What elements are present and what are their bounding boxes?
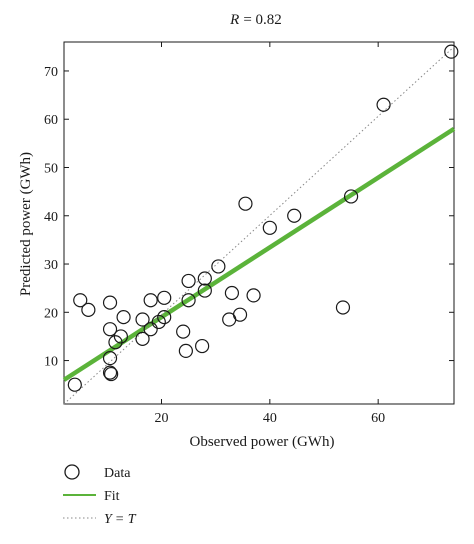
data-point	[151, 314, 166, 330]
legend-identity-label: Y = T	[104, 512, 137, 527]
y-tick-label: 60	[44, 113, 58, 128]
data-point	[343, 189, 359, 204]
chart-title: R = 0.82	[229, 12, 282, 28]
data-point	[102, 351, 118, 366]
y-tick-label: 50	[44, 161, 58, 176]
data-points	[67, 44, 459, 392]
data-point	[181, 273, 196, 289]
y-tick-label: 70	[44, 65, 58, 80]
y-tick-label: 30	[44, 258, 58, 273]
data-point	[108, 335, 123, 350]
y-axis-label: Predicted power (GWh)	[18, 152, 34, 296]
data-point	[135, 312, 150, 327]
data-point	[116, 310, 131, 325]
data-point	[143, 322, 158, 337]
line-series	[62, 46, 456, 405]
data-point	[157, 310, 172, 325]
data-point	[246, 288, 261, 303]
x-axis-label: Observed power (GWh)	[190, 434, 335, 450]
data-point	[197, 283, 212, 298]
data-point	[102, 322, 118, 337]
legend-data-label: Data	[104, 466, 131, 481]
legend-identity-right: T	[128, 512, 137, 527]
chart-title-value: = 0.82	[243, 12, 281, 28]
legend-identity-left: Y	[104, 512, 114, 527]
data-point	[143, 293, 158, 308]
data-point	[181, 293, 196, 308]
identity-line	[63, 46, 455, 405]
chart-title-variable: R	[229, 12, 239, 28]
x-tick-label: 20	[155, 411, 169, 426]
data-point	[176, 324, 191, 339]
data-point	[195, 338, 210, 354]
data-point	[444, 44, 459, 59]
data-point	[102, 295, 118, 310]
data-point	[178, 343, 193, 359]
data-point	[73, 293, 88, 308]
legend: Data Fit Y = T	[63, 464, 137, 527]
fit-line	[62, 126, 456, 382]
data-point	[81, 302, 96, 317]
data-point	[102, 365, 118, 380]
plot-area	[63, 41, 455, 405]
data-point	[335, 300, 351, 315]
x-tick-label: 60	[371, 411, 385, 426]
x-tick-label: 40	[263, 411, 277, 426]
data-point	[232, 307, 248, 322]
data-point	[238, 196, 253, 211]
legend-data-marker	[64, 464, 80, 480]
y-tick-label: 20	[44, 306, 58, 321]
y-tick-label: 40	[44, 210, 58, 225]
data-point	[211, 259, 226, 274]
data-point	[197, 271, 212, 286]
data-point	[262, 220, 277, 235]
data-point	[376, 97, 391, 112]
legend-fit-label: Fit	[104, 489, 120, 504]
legend-identity-equals: =	[116, 512, 124, 527]
axis-ticks: 20 40 60 10 20 30 40 50 60 70	[44, 42, 454, 426]
data-point	[157, 290, 172, 305]
y-tick-label: 10	[44, 355, 58, 370]
data-point	[224, 285, 240, 301]
data-point	[287, 208, 302, 223]
data-point	[113, 329, 128, 344]
data-point	[135, 331, 150, 346]
data-point	[67, 377, 82, 392]
data-point	[104, 366, 119, 382]
